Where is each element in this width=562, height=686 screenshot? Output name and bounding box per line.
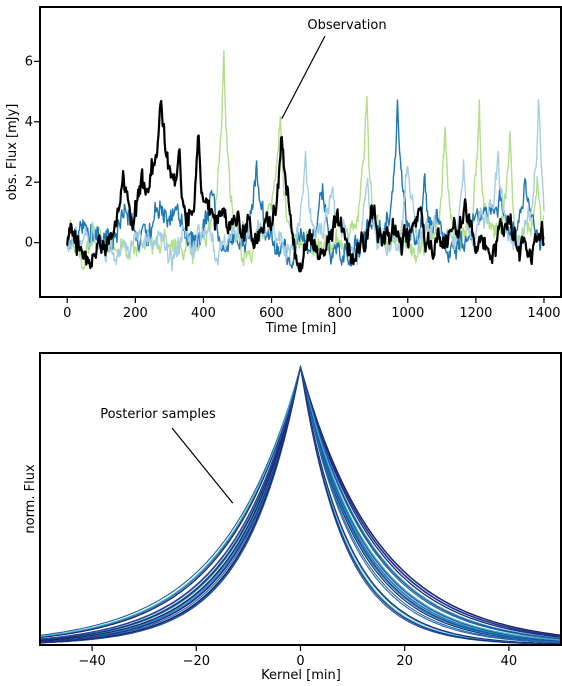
top-series-observation xyxy=(66,99,546,273)
top-y-tick-label: 2 xyxy=(25,175,33,190)
top-x-tick-label: 1200 xyxy=(459,306,492,321)
bottom-x-axis-label: Kernel [min] xyxy=(261,668,341,683)
top-y-tick-label: 0 xyxy=(25,236,33,251)
top-annotation-label: Observation xyxy=(307,18,386,33)
top-x-tick-label: 200 xyxy=(123,306,148,321)
bottom-x-tick-label: 0 xyxy=(296,654,304,669)
chart-top: 0 200 400 600 800 1000 1200 1400 0 2 4 6 Time [min… xyxy=(5,6,562,336)
top-series-light-blue xyxy=(66,99,545,272)
top-x-tick-label: 600 xyxy=(259,306,284,321)
top-x-tick-label: 400 xyxy=(191,306,216,321)
top-x-axis-label: Time [min] xyxy=(265,321,337,336)
bottom-y-axis-label: norm. Flux xyxy=(23,464,38,534)
bottom-x-axis: −40 −20 0 20 40 xyxy=(78,645,517,669)
top-x-tick-label: 1400 xyxy=(527,306,560,321)
bottom-annotation-arrow xyxy=(171,427,234,504)
top-series-group xyxy=(66,49,546,273)
top-y-axis-label: obs. Flux [mJy] xyxy=(5,104,20,201)
bottom-x-tick-label: −40 xyxy=(78,654,105,669)
top-x-tick-label: 1000 xyxy=(391,306,424,321)
bottom-annotation-label: Posterior samples xyxy=(100,407,216,422)
top-x-axis: 0 200 400 600 800 1000 1200 1400 xyxy=(63,297,561,321)
top-y-axis: 0 2 4 6 xyxy=(25,54,40,251)
bottom-x-tick-label: 20 xyxy=(396,654,413,669)
chart-bottom: −40 −20 0 20 40 Kernel [min] norm. Flux Post… xyxy=(23,352,562,683)
bottom-x-tick-label: −20 xyxy=(183,654,210,669)
bottom-series-posterior-sample xyxy=(39,366,562,643)
bottom-plot-area xyxy=(40,353,561,645)
top-y-tick-label: 4 xyxy=(25,115,33,130)
top-x-tick-label: 800 xyxy=(327,306,352,321)
top-annotation-arrow xyxy=(281,35,326,120)
top-frame xyxy=(39,6,562,298)
top-x-tick-label: 0 xyxy=(63,306,71,321)
bottom-x-tick-label: 40 xyxy=(501,654,518,669)
bottom-series-group xyxy=(39,364,562,645)
top-y-tick-label: 6 xyxy=(25,54,33,69)
